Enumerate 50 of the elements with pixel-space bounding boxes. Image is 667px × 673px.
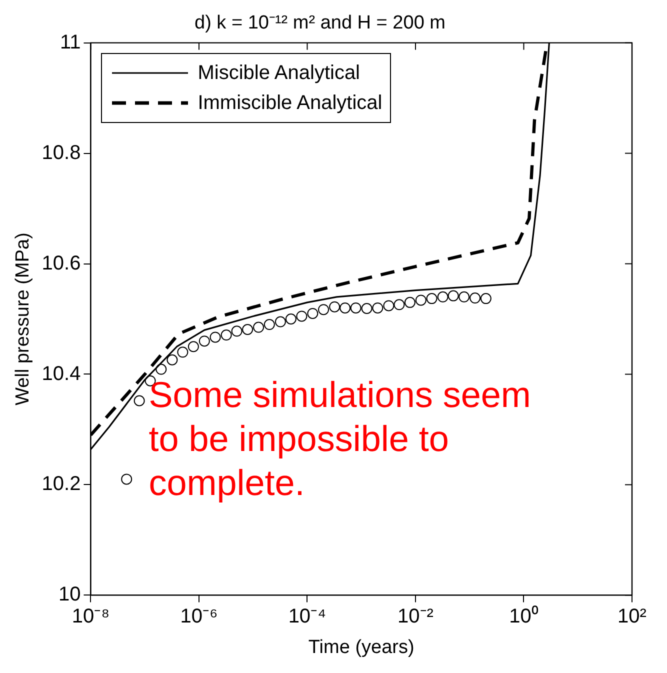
point [383, 300, 394, 312]
point [231, 326, 242, 337]
point [296, 310, 308, 322]
point [134, 395, 145, 406]
point [264, 319, 275, 330]
x-axis-title: Time (years) [308, 636, 414, 658]
y-tick-label: 11 [60, 31, 81, 54]
x-tick-label: 10² [618, 606, 647, 628]
point [220, 330, 232, 341]
y-tick-label: 10.6 [42, 252, 81, 274]
point [480, 293, 492, 304]
point [274, 316, 286, 328]
y-tick-label: 10.8 [42, 142, 81, 164]
point [285, 314, 296, 324]
point [426, 293, 438, 304]
y-tick-label: 10.4 [42, 362, 81, 385]
legend-label: Immiscible Analytical [198, 90, 382, 116]
point [329, 301, 340, 312]
point [404, 296, 416, 308]
x-tick-label: 10⁻⁴ [288, 606, 326, 628]
point [210, 332, 221, 343]
point [177, 346, 188, 358]
point [166, 354, 178, 366]
point [415, 294, 426, 306]
point [156, 364, 167, 375]
point [318, 304, 330, 316]
point [307, 308, 318, 319]
point [242, 324, 254, 335]
y-axis-title: Well pressure (MPa) [12, 232, 34, 406]
point [458, 291, 470, 302]
y-tick-label: 10 [58, 584, 81, 606]
chart-title: d) k = 10⁻¹² m² and H = 200 m [194, 12, 446, 34]
point [350, 302, 362, 314]
y-tick-label: 10.2 [42, 473, 81, 496]
point [448, 290, 459, 302]
point [188, 341, 199, 352]
x-tick-label: 10⁻⁶ [180, 606, 218, 628]
x-tick-label: 10⁻² [398, 606, 434, 628]
point [372, 302, 384, 314]
x-tick-label: 10⁻⁸ [72, 606, 110, 628]
point [394, 299, 405, 310]
point [253, 322, 264, 333]
point [361, 303, 372, 314]
annotation: Some simulations seem to be impossible to complete. [148, 372, 532, 505]
point [198, 336, 210, 347]
point [437, 291, 448, 302]
point [470, 292, 481, 304]
x-tick-label: 10⁰ [509, 604, 538, 628]
point [340, 302, 351, 314]
legend-label: Miscible Analytical [198, 60, 360, 86]
